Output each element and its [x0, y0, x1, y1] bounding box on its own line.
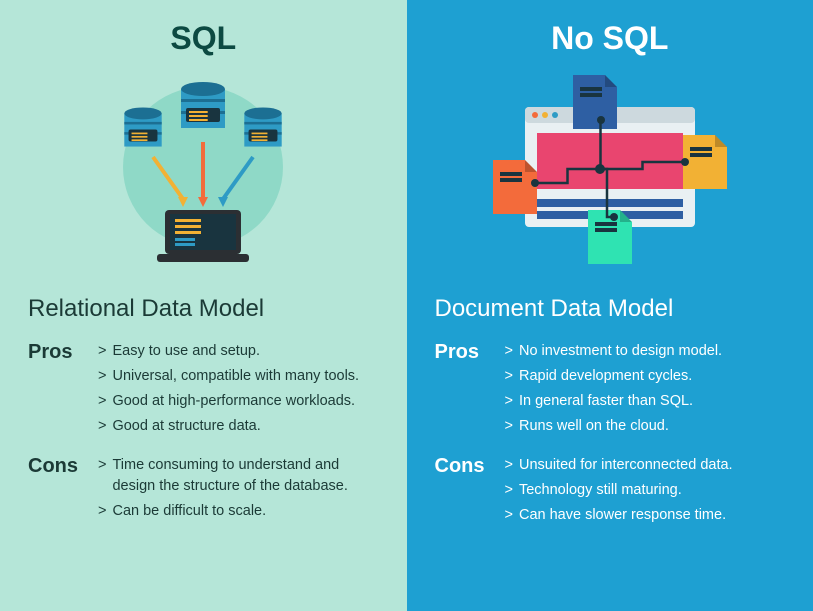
nosql-pros-list: > No investment to design model. > Rapid de… [505, 341, 786, 441]
item-text: Rapid development cycles. [519, 366, 692, 387]
list-item: > Rapid development cycles. [505, 366, 786, 387]
chevron-icon: > [98, 366, 106, 387]
list-item: > No investment to design model. [505, 341, 786, 362]
nosql-illustration [435, 67, 786, 277]
nosql-cons-list: > Unsuited for interconnected data. > Techn… [505, 455, 786, 530]
list-item: > Can be difficult to scale. [98, 501, 379, 522]
sql-pros-section: Pros > Easy to use and setup. > Universal, … [28, 341, 379, 441]
sql-model-title: Relational Data Model [28, 295, 379, 323]
item-text: Unsuited for interconnected data. [519, 455, 733, 476]
nosql-panel: No SQL Document Data Model Pros > No inve… [407, 0, 813, 611]
item-text: Good at high-performance workloads. [112, 391, 355, 412]
sql-cons-list: >Time consuming to understand and design… [98, 455, 379, 526]
pros-label: Pros [28, 341, 98, 441]
list-item: > Good at structure data. [98, 416, 379, 437]
list-item: >Time consuming to understand and design… [98, 455, 379, 497]
list-item: > In general faster than SQL. [505, 391, 786, 412]
chevron-icon: > [98, 341, 106, 362]
chevron-icon: > [505, 341, 513, 362]
item-text: Can be difficult to scale. [112, 501, 266, 522]
chevron-icon: > [505, 480, 513, 501]
nosql-model-title: Document Data Model [435, 295, 786, 323]
sql-title: SQL [28, 20, 379, 57]
pros-label: Pros [435, 341, 505, 441]
nosql-cons-section: Cons >Unsuited for interconnected data.>… [435, 455, 786, 530]
item-text: Good at structure data. [112, 416, 260, 437]
infographic-container: SQL Relational Data Model Pros > Easy to … [0, 0, 813, 611]
chevron-icon: > [505, 505, 513, 526]
list-item: > Easy to use and setup. [98, 341, 379, 362]
list-item: > Runs well on the cloud. [505, 416, 786, 437]
cons-label: Cons [435, 455, 505, 530]
list-item: > Technology still maturing. [505, 480, 786, 501]
item-text: Can have slower response time. [519, 505, 726, 526]
item-text: Runs well on the cloud. [519, 416, 669, 437]
list-item: > Universal, compatible with many tools. [98, 366, 379, 387]
nosql-pros-section: Pros > No investment to design model. > Rap… [435, 341, 786, 441]
item-text: In general faster than SQL. [519, 391, 693, 412]
list-item: > Unsuited for interconnected data. [505, 455, 786, 476]
chevron-icon: > [98, 391, 106, 412]
chevron-icon: > [98, 455, 106, 497]
sql-panel: SQL Relational Data Model Pros > Easy to … [0, 0, 407, 611]
item-text: Technology still maturing. [519, 480, 682, 501]
chevron-icon: > [98, 501, 106, 522]
item-text: Time consuming to understand and design … [112, 455, 378, 497]
sql-illustration [28, 67, 379, 277]
list-item: > Good at high-performance workloads. [98, 391, 379, 412]
sql-diagram-svg [73, 67, 333, 277]
chevron-icon: > [98, 416, 106, 437]
chevron-icon: > [505, 416, 513, 437]
chevron-icon: > [505, 391, 513, 412]
sql-cons-section: Cons >Time consuming to understand and d… [28, 455, 379, 526]
sql-pros-list: > Easy to use and setup. > Universal, compa… [98, 341, 379, 441]
chevron-icon: > [505, 366, 513, 387]
nosql-title: No SQL [435, 20, 786, 57]
cons-label: Cons [28, 455, 98, 526]
nosql-diagram-svg [460, 67, 760, 277]
item-text: Easy to use and setup. [112, 341, 260, 362]
chevron-icon: > [505, 455, 513, 476]
list-item: > Can have slower response time. [505, 505, 786, 526]
item-text: Universal, compatible with many tools. [112, 366, 359, 387]
item-text: No investment to design model. [519, 341, 722, 362]
